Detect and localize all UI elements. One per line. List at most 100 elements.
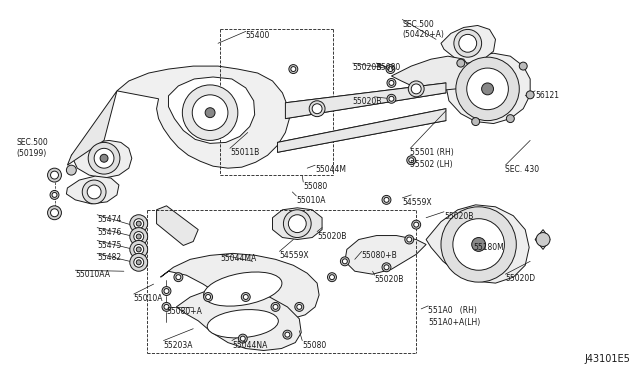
Circle shape [387, 94, 396, 103]
Text: 55502 (LH): 55502 (LH) [410, 160, 453, 169]
Circle shape [340, 257, 349, 266]
Text: 55080: 55080 [376, 63, 401, 72]
Circle shape [100, 154, 108, 162]
Circle shape [389, 80, 394, 86]
Circle shape [412, 220, 420, 229]
Circle shape [47, 168, 61, 182]
Text: 55020B: 55020B [353, 97, 382, 106]
Polygon shape [345, 235, 426, 274]
Circle shape [283, 330, 292, 339]
Text: 55080: 55080 [303, 182, 328, 191]
Circle shape [330, 275, 335, 280]
Circle shape [441, 207, 516, 282]
Circle shape [50, 190, 59, 199]
Text: 54559X: 54559X [403, 198, 432, 207]
Circle shape [241, 292, 250, 301]
Circle shape [134, 232, 144, 241]
Polygon shape [67, 91, 117, 165]
Circle shape [205, 295, 211, 299]
Circle shape [519, 62, 527, 70]
Circle shape [405, 235, 413, 244]
Text: 55501 (RH): 55501 (RH) [410, 148, 454, 157]
Circle shape [386, 65, 395, 74]
Circle shape [467, 68, 508, 110]
Circle shape [413, 222, 419, 227]
Circle shape [388, 67, 393, 71]
Circle shape [271, 302, 280, 311]
Circle shape [472, 238, 486, 251]
Circle shape [52, 192, 57, 198]
Text: J43101E5: J43101E5 [585, 355, 630, 365]
Circle shape [295, 302, 304, 311]
Circle shape [136, 260, 141, 265]
Circle shape [51, 171, 58, 179]
Circle shape [384, 198, 389, 202]
Circle shape [384, 265, 389, 270]
Circle shape [130, 228, 148, 246]
Circle shape [134, 219, 144, 229]
Polygon shape [67, 176, 119, 204]
Text: 55044M: 55044M [315, 165, 346, 174]
Circle shape [312, 104, 322, 114]
Text: SEC.500
(50420+A): SEC.500 (50420+A) [403, 19, 444, 39]
Polygon shape [285, 83, 446, 119]
Circle shape [130, 253, 148, 271]
Text: 55010A: 55010A [134, 294, 163, 303]
Circle shape [47, 206, 61, 220]
Circle shape [83, 180, 106, 204]
Ellipse shape [204, 272, 282, 306]
Text: 55476: 55476 [97, 228, 122, 237]
Circle shape [164, 289, 169, 294]
Polygon shape [278, 109, 446, 152]
Text: 55020B: 55020B [444, 212, 474, 221]
Circle shape [192, 95, 228, 131]
Polygon shape [161, 253, 319, 319]
Circle shape [407, 156, 416, 165]
Circle shape [67, 165, 76, 175]
Text: 55203A: 55203A [163, 341, 193, 350]
Circle shape [130, 215, 148, 232]
Circle shape [204, 292, 212, 301]
Circle shape [136, 221, 141, 226]
Polygon shape [168, 77, 255, 143]
Circle shape [412, 84, 421, 94]
Circle shape [88, 142, 120, 174]
Circle shape [297, 304, 301, 310]
Text: 55080+B: 55080+B [362, 251, 397, 260]
Text: SEC. 430: SEC. 430 [506, 165, 540, 174]
Circle shape [291, 67, 296, 71]
Circle shape [382, 263, 391, 272]
Circle shape [285, 332, 290, 337]
Circle shape [342, 259, 348, 264]
Circle shape [506, 115, 515, 123]
Text: 55020B: 55020B [353, 63, 382, 72]
Circle shape [134, 244, 144, 254]
Polygon shape [71, 140, 132, 178]
Text: 55020B: 55020B [317, 232, 346, 241]
Circle shape [453, 219, 504, 270]
Circle shape [284, 210, 311, 238]
Text: 55020B: 55020B [374, 275, 404, 284]
Polygon shape [157, 206, 198, 246]
Circle shape [387, 78, 396, 87]
Circle shape [136, 247, 141, 252]
Circle shape [174, 273, 183, 282]
Circle shape [536, 232, 550, 246]
Text: 55010AA: 55010AA [76, 270, 110, 279]
Circle shape [382, 195, 391, 204]
Circle shape [482, 83, 493, 95]
Circle shape [328, 273, 337, 282]
Circle shape [454, 29, 482, 57]
Polygon shape [117, 66, 289, 168]
Circle shape [94, 148, 114, 168]
Circle shape [409, 158, 413, 163]
Circle shape [457, 59, 465, 67]
Circle shape [389, 96, 394, 101]
Text: 55020D: 55020D [506, 274, 536, 283]
Circle shape [407, 237, 412, 242]
Polygon shape [426, 205, 529, 283]
Text: 55400: 55400 [246, 31, 270, 41]
Text: 55044NA: 55044NA [232, 341, 268, 350]
Polygon shape [273, 208, 322, 240]
Circle shape [164, 304, 169, 310]
